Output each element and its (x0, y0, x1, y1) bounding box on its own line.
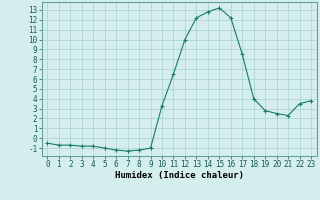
X-axis label: Humidex (Indice chaleur): Humidex (Indice chaleur) (115, 171, 244, 180)
